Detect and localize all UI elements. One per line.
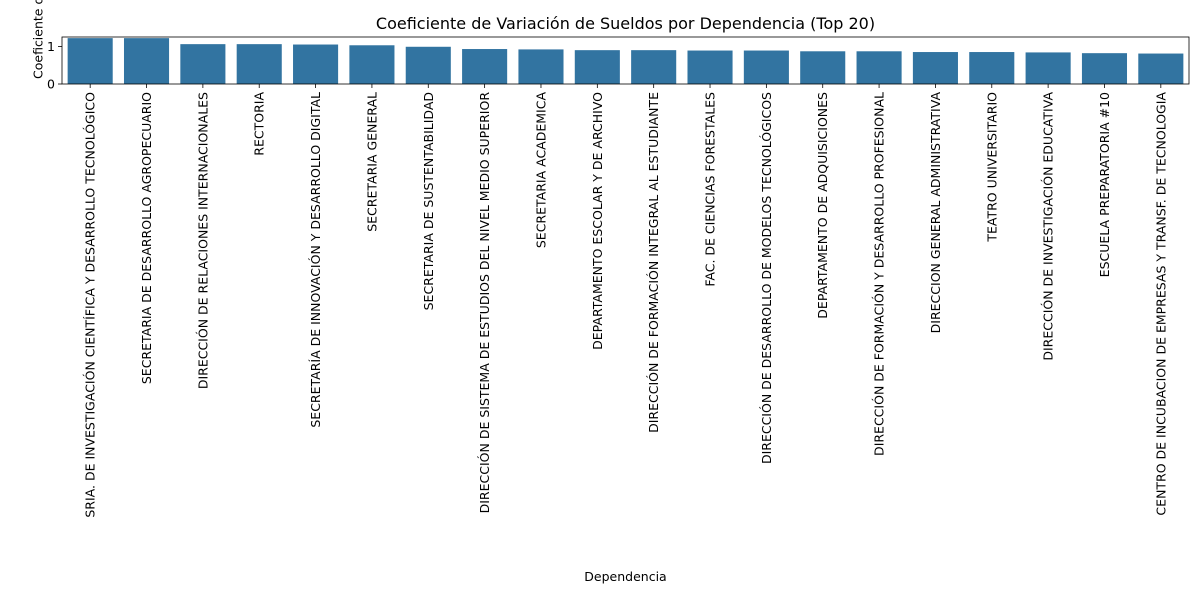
x-tick-label: SECRETARIA GENERAL bbox=[364, 92, 379, 232]
bar bbox=[1138, 53, 1184, 84]
plot-frame bbox=[61, 36, 1190, 85]
bar bbox=[969, 52, 1015, 84]
bar bbox=[631, 50, 677, 84]
x-tick-label: DIRECCIÓN DE FORMACIÓN Y DESARROLLO PROF… bbox=[872, 92, 887, 456]
bar bbox=[574, 50, 620, 84]
x-tick-label: DIRECCIÓN DE SISTEMA DE ESTUDIOS DEL NIV… bbox=[477, 92, 492, 514]
x-tick-label: DIRECCIÓN DE DESARROLLO DE MODELOS TECNO… bbox=[759, 92, 774, 464]
bar bbox=[180, 44, 226, 84]
bar bbox=[800, 51, 846, 84]
bar bbox=[687, 50, 733, 84]
x-tick-labels: SRIA. DE INVESTIGACIÓN CIENTÍFICA Y DESA… bbox=[83, 84, 1168, 518]
bars-group bbox=[67, 38, 1184, 84]
x-tick-label: RECTORIA bbox=[252, 92, 267, 156]
x-tick-label: FAC. DE CIENCIAS FORESTALES bbox=[703, 92, 718, 287]
bar bbox=[462, 49, 508, 84]
x-tick-label: ESCUELA PREPARATORIA #10 bbox=[1097, 92, 1112, 277]
bar bbox=[405, 46, 451, 84]
bar bbox=[743, 50, 789, 84]
bar bbox=[67, 38, 113, 84]
bar bbox=[349, 45, 395, 84]
bar bbox=[1081, 53, 1128, 84]
y-axis-ticks: 01 bbox=[47, 39, 62, 92]
y-tick-label: 1 bbox=[47, 39, 55, 54]
x-tick-label: DIRECCION GENERAL ADMINISTRATIVA bbox=[928, 92, 943, 334]
bar bbox=[1025, 52, 1071, 84]
x-tick-label: SRIA. DE INVESTIGACIÓN CIENTÍFICA Y DESA… bbox=[83, 92, 98, 518]
x-tick-label: DEPARTAMENTO ESCOLAR Y DE ARCHIVO bbox=[590, 92, 605, 350]
x-tick-label: SECRETARIA DE DESARROLLO AGROPECUARIO bbox=[139, 92, 154, 384]
y-axis-label: Coeficiente de Variación bbox=[31, 0, 46, 79]
x-tick-label: DIRECCIÓN DE RELACIONES INTERNACIONALES bbox=[195, 92, 210, 389]
bar bbox=[293, 44, 339, 84]
bar bbox=[123, 38, 170, 84]
x-axis-label: Dependencia bbox=[584, 569, 666, 584]
bar bbox=[912, 52, 958, 84]
plot-border bbox=[61, 36, 1190, 85]
bar bbox=[236, 44, 282, 84]
x-tick-label: DEPARTAMENTO DE ADQUISICIONES bbox=[815, 92, 830, 319]
chart-title: Coeficiente de Variación de Sueldos por … bbox=[376, 14, 875, 33]
x-tick-label: SECRETARIA ACADEMICA bbox=[533, 92, 548, 249]
x-tick-label: TEATRO UNIVERSITARIO bbox=[984, 92, 999, 243]
x-tick-label: CENTRO DE INCUBACION DE EMPRESAS Y TRANS… bbox=[1153, 92, 1168, 516]
x-tick-label: DIRECCIÓN DE INVESTIGACIÓN EDUCATIVA bbox=[1041, 92, 1056, 361]
x-tick-label: SECRETARIA DE SUSTENTABILIDAD bbox=[421, 92, 436, 310]
bar bbox=[856, 51, 902, 84]
bar bbox=[518, 49, 564, 84]
x-tick-label: DIRECCIÓN DE FORMACIÓN INTEGRAL AL ESTUD… bbox=[646, 92, 661, 433]
y-tick-label: 0 bbox=[47, 77, 55, 92]
x-tick-label: SECRETARÍA DE INNOVACIÓN Y DESARROLLO DI… bbox=[308, 92, 323, 428]
